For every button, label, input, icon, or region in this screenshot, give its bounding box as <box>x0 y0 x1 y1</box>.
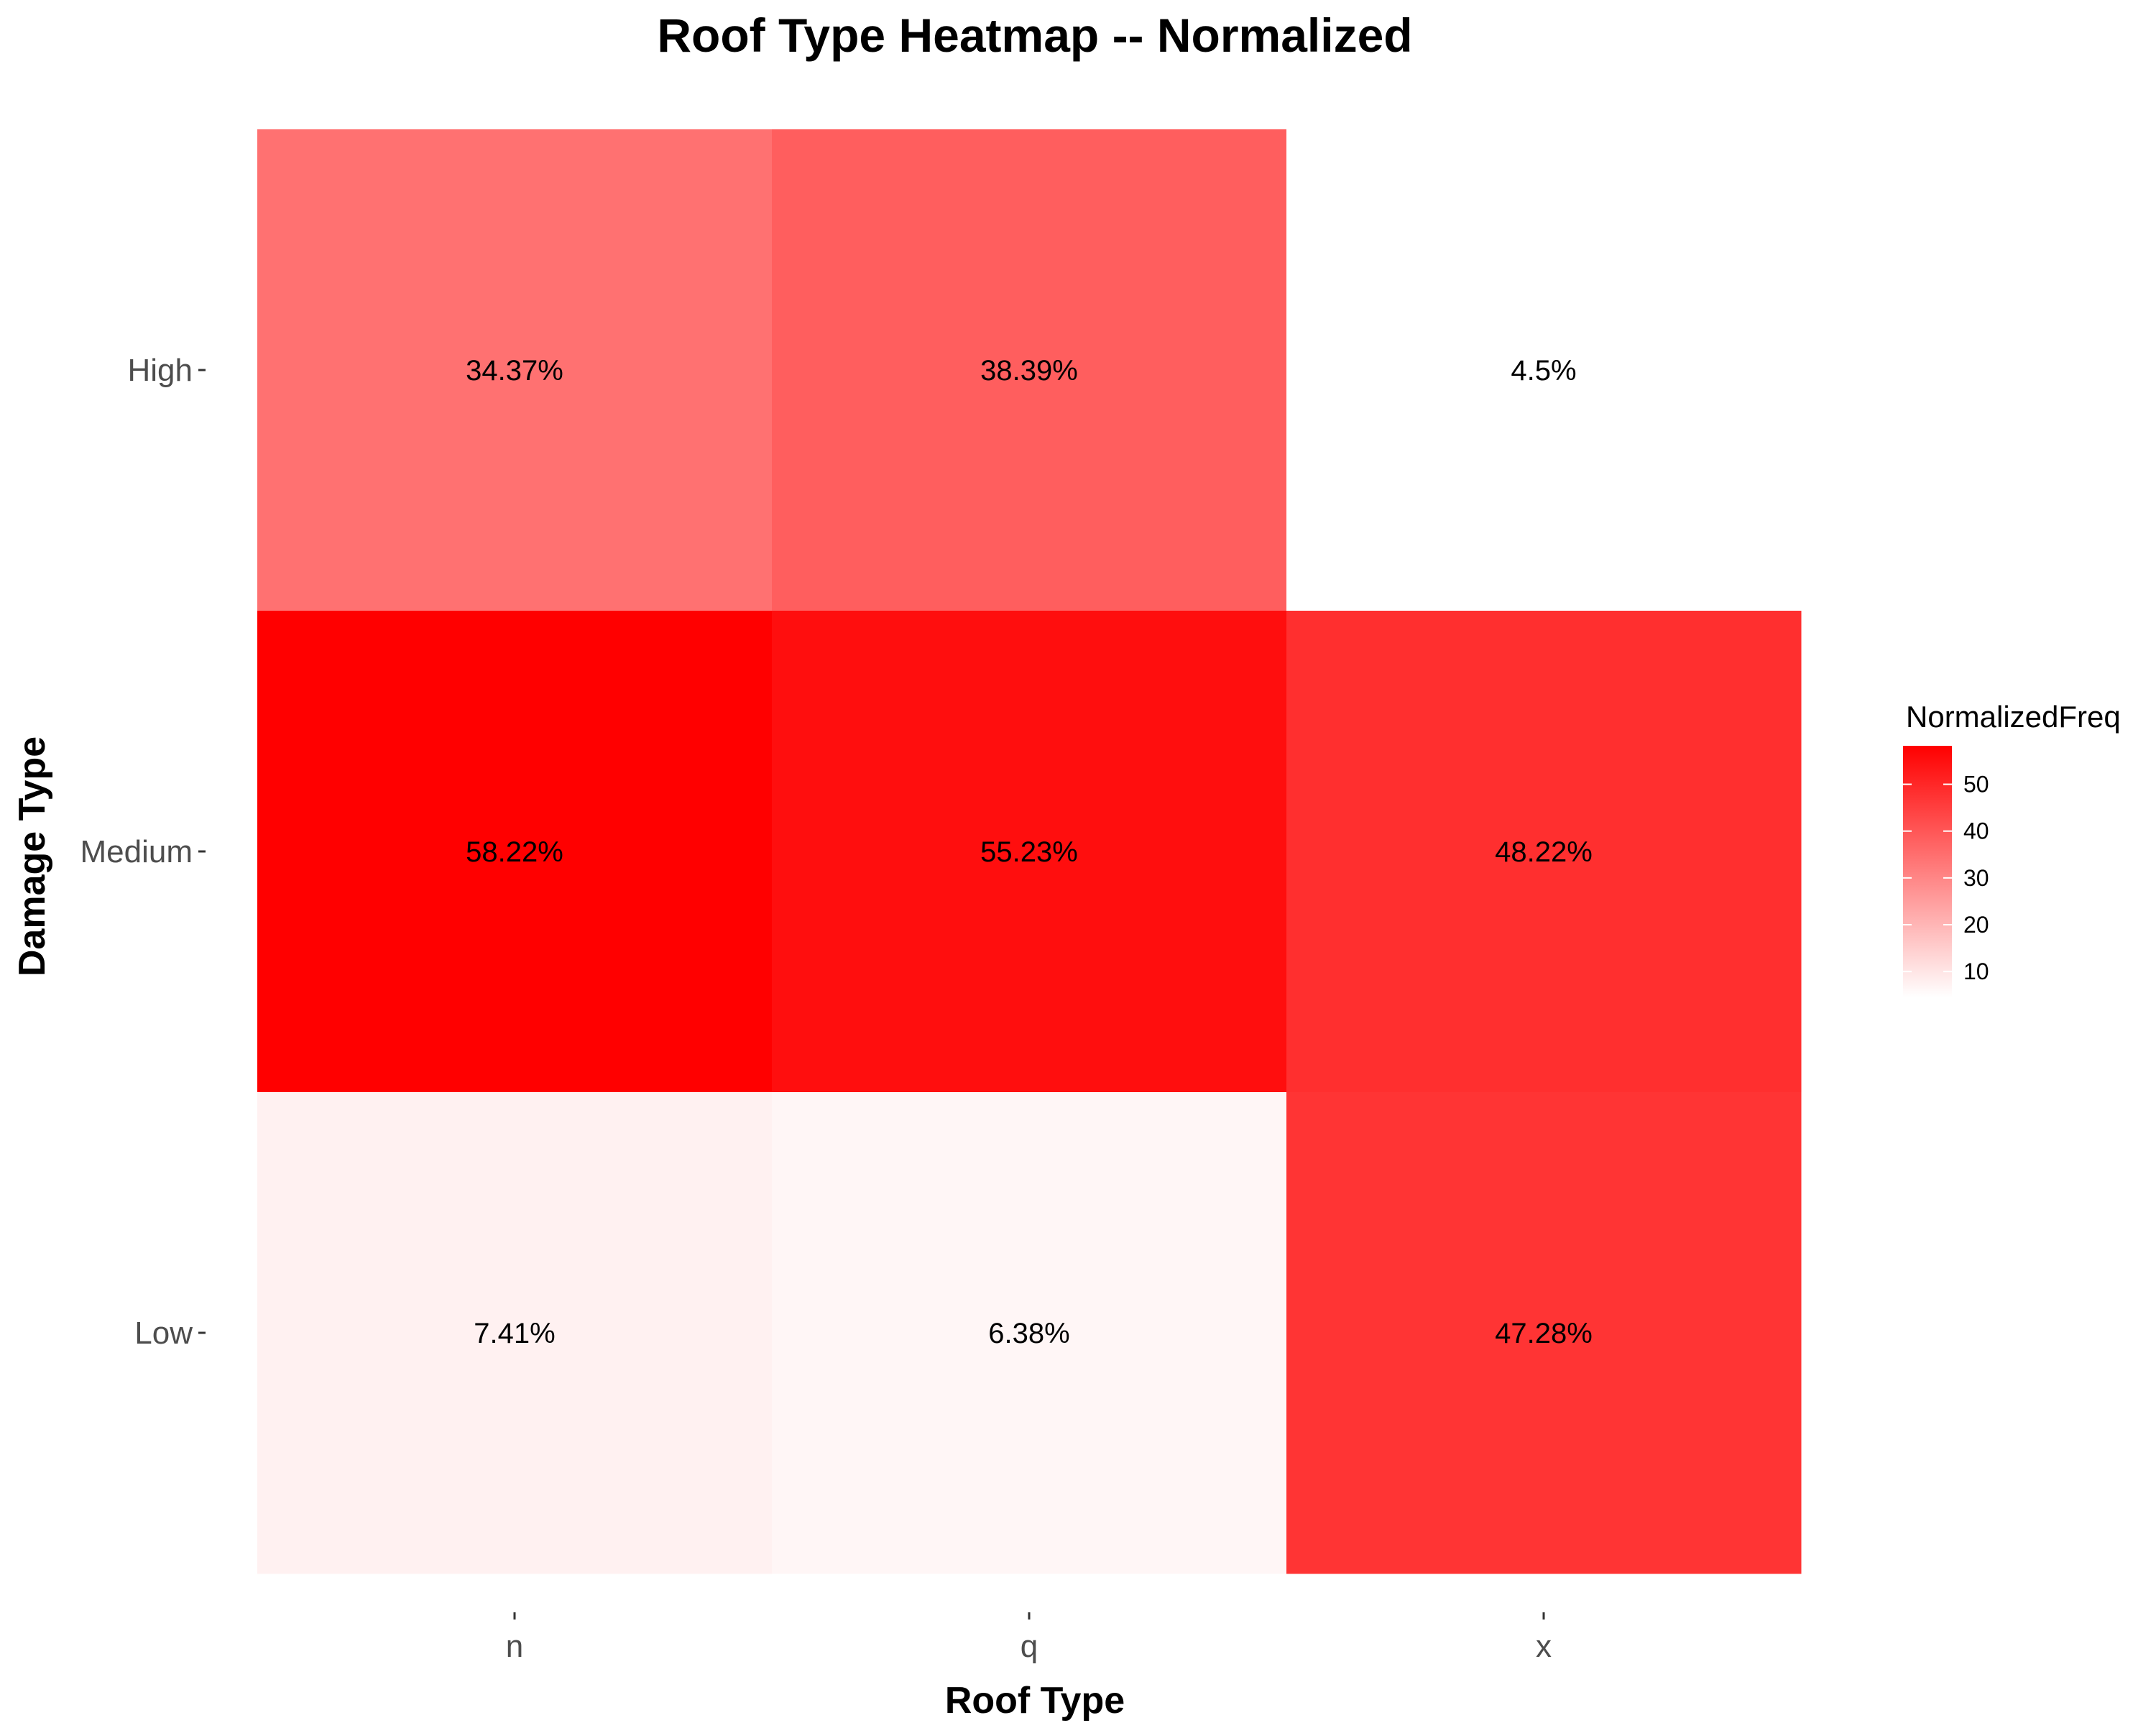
cell-value-label: 7.41% <box>474 1318 555 1349</box>
cell-value-label: 55.23% <box>980 836 1078 868</box>
cell-value-label: 38.39% <box>980 355 1078 387</box>
legend-tick-label: 50 <box>1963 772 1989 798</box>
heatmap-cell <box>772 611 1287 1093</box>
cell-value-label: 34.37% <box>466 355 563 387</box>
legend-color-bar <box>1903 746 1952 997</box>
heatmap-cell <box>772 1092 1287 1574</box>
cell-value-labels: 34.37% 38.39% 4.5% 58.22% 55.23% 48.22% 7.41% 6… <box>466 355 1593 1349</box>
legend-title: NormalizedFreq <box>1906 700 2121 734</box>
heatmap-cell <box>1286 611 1802 1093</box>
y-tick-label: Low <box>134 1316 193 1351</box>
heatmap-cell <box>1286 129 1802 611</box>
color-legend: NormalizedFreq 10 20 30 40 50 <box>1903 700 2121 997</box>
legend-tick-label: 10 <box>1963 958 1989 984</box>
chart-title: Roof Type Heatmap -- Normalized <box>657 9 1412 62</box>
cell-value-label: 6.38% <box>988 1318 1069 1349</box>
legend-tick-label: 30 <box>1963 865 1989 891</box>
heatmap-cell <box>1286 1092 1802 1574</box>
cell-value-label: 48.22% <box>1495 836 1593 868</box>
heatmap-cell <box>257 1092 773 1574</box>
y-tick-label: Medium <box>80 834 193 869</box>
legend-tick-label: 20 <box>1963 912 1989 938</box>
cell-value-label: 47.28% <box>1495 1318 1593 1349</box>
x-tick-label: q <box>1021 1629 1038 1664</box>
y-axis: High Medium Low <box>80 353 206 1351</box>
y-axis-title: Damage Type <box>11 736 53 976</box>
heatmap-cell <box>772 129 1287 611</box>
legend-tick-label: 40 <box>1963 818 1989 844</box>
heatmap-cell <box>257 611 773 1093</box>
cell-value-label: 58.22% <box>466 836 563 868</box>
y-tick-label: High <box>128 353 193 388</box>
x-tick-label: n <box>506 1629 523 1664</box>
cell-value-label: 4.5% <box>1511 355 1576 387</box>
heatmap-cells <box>257 129 1802 1574</box>
x-axis-title: Roof Type <box>945 1680 1125 1722</box>
x-tick-label: x <box>1536 1629 1552 1664</box>
heatmap-cell <box>257 129 773 611</box>
